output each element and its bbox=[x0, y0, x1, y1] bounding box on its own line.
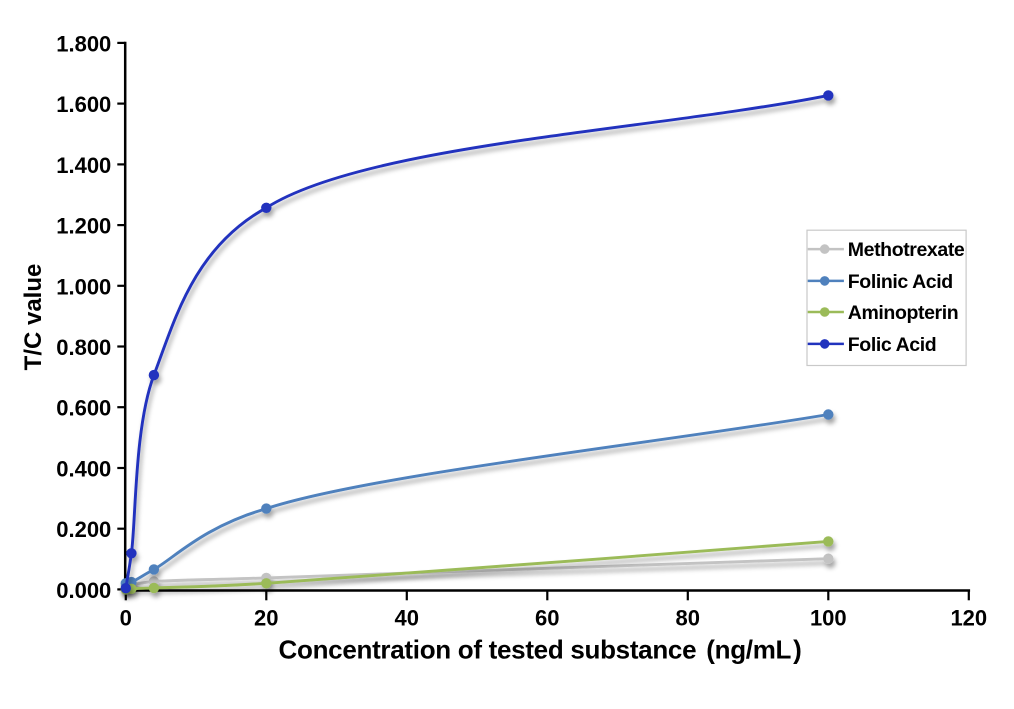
svg-text:100: 100 bbox=[810, 605, 847, 630]
svg-text:0.600: 0.600 bbox=[56, 396, 111, 421]
svg-text:1.600: 1.600 bbox=[56, 92, 111, 117]
svg-text:1.000: 1.000 bbox=[56, 274, 111, 299]
svg-text:0.400: 0.400 bbox=[56, 457, 111, 482]
svg-text:Folinic Acid: Folinic Acid bbox=[848, 271, 953, 293]
svg-text:1.200: 1.200 bbox=[56, 214, 111, 239]
svg-text:Folic Acid: Folic Acid bbox=[848, 334, 936, 356]
svg-text:120: 120 bbox=[950, 605, 987, 630]
svg-text:Concentration of tested substa: Concentration of tested substance (ng/mL) bbox=[279, 634, 802, 664]
svg-text:0.200: 0.200 bbox=[56, 517, 111, 542]
svg-text:20: 20 bbox=[254, 605, 278, 630]
svg-text:80: 80 bbox=[676, 605, 700, 630]
svg-text:1.800: 1.800 bbox=[56, 31, 111, 56]
svg-text:0: 0 bbox=[120, 605, 132, 630]
svg-text:0.000: 0.000 bbox=[56, 578, 111, 603]
svg-text:Methotrexate: Methotrexate bbox=[848, 239, 965, 261]
svg-text:60: 60 bbox=[535, 605, 559, 630]
svg-text:T/C value: T/C value bbox=[20, 264, 47, 371]
svg-text:0.800: 0.800 bbox=[56, 335, 111, 360]
svg-text:Aminopterin: Aminopterin bbox=[848, 302, 958, 324]
svg-text:40: 40 bbox=[395, 605, 419, 630]
svg-text:1.400: 1.400 bbox=[56, 153, 111, 178]
